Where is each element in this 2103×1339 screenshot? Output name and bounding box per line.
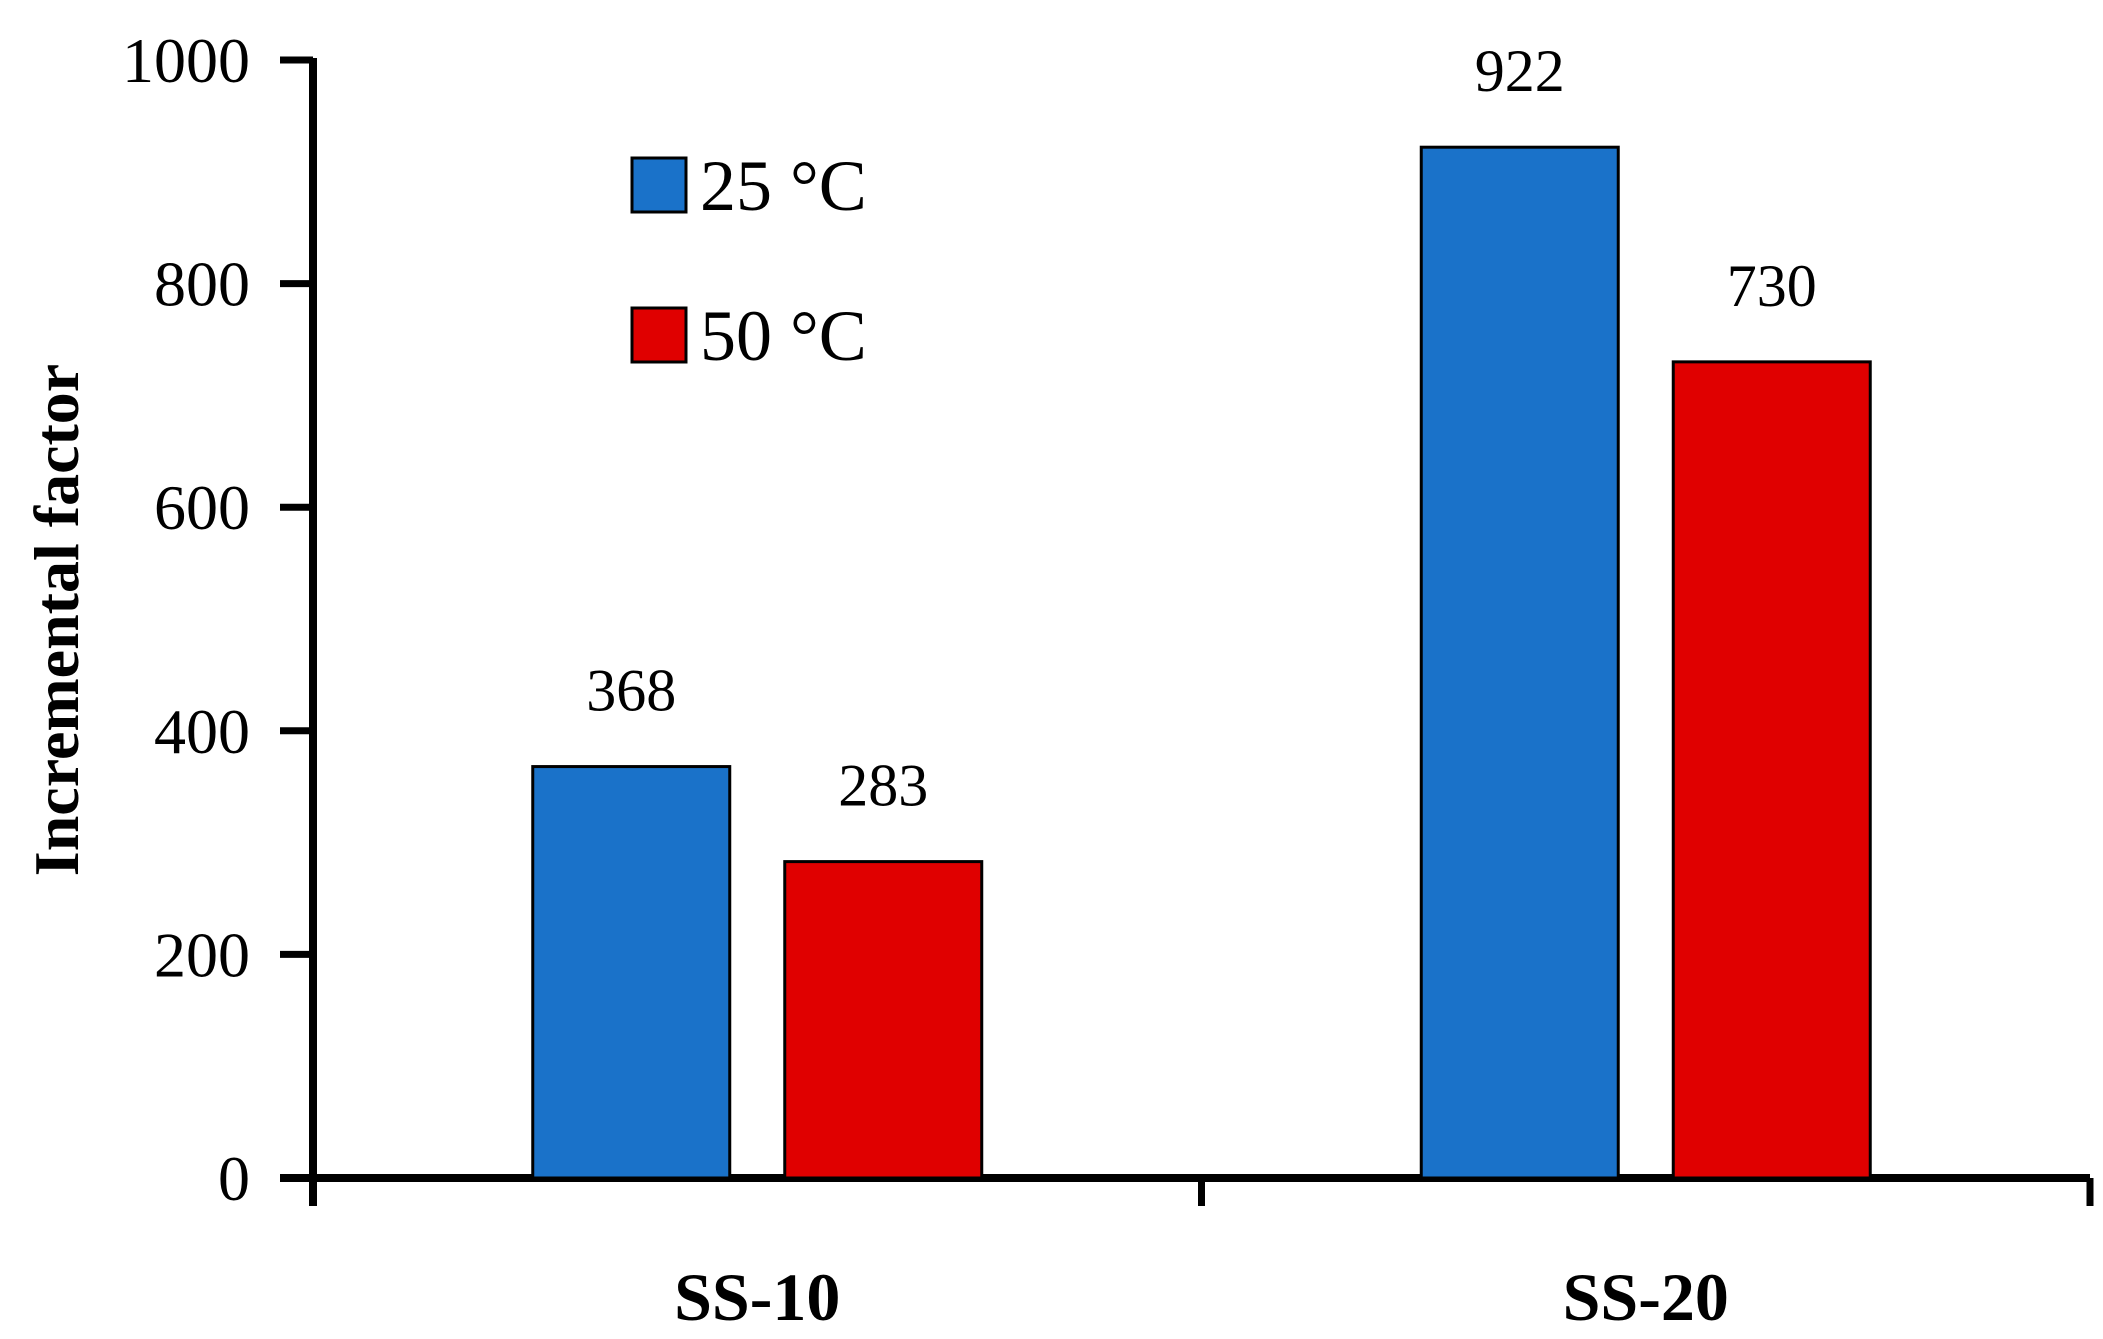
bar-ss-20-50c [1671, 360, 1872, 1180]
y-tick-label: 1000 [122, 25, 250, 96]
data-label: 730 [1727, 253, 1817, 319]
y-tick-label: 600 [154, 472, 250, 543]
legend-swatch [630, 306, 688, 364]
data-labels: 368 283 SS-10 922 730 SS-20 [586, 38, 1817, 1335]
bar-ss-10-50c [783, 860, 984, 1180]
x-tick-label: SS-10 [674, 1259, 840, 1335]
x-tick-label: SS-20 [1563, 1259, 1729, 1335]
legend: 25 °C 50 °C [630, 146, 867, 376]
data-label: 922 [1475, 38, 1565, 104]
y-tick-label: 400 [154, 696, 250, 767]
bar-ss-10-25c [531, 765, 732, 1180]
bar-ss-20-25c [1419, 145, 1620, 1180]
legend-label: 50 °C [700, 296, 867, 376]
legend-swatch [630, 156, 688, 214]
y-axis-label: Incremental factor [21, 364, 92, 876]
y-tick-label: 200 [154, 919, 250, 990]
data-label: 368 [586, 658, 676, 724]
y-tick-label: 800 [154, 249, 250, 320]
data-label: 283 [838, 753, 928, 819]
bars [531, 145, 1872, 1180]
y-tick-label: 0 [218, 1143, 250, 1214]
legend-label: 25 °C [700, 146, 867, 226]
